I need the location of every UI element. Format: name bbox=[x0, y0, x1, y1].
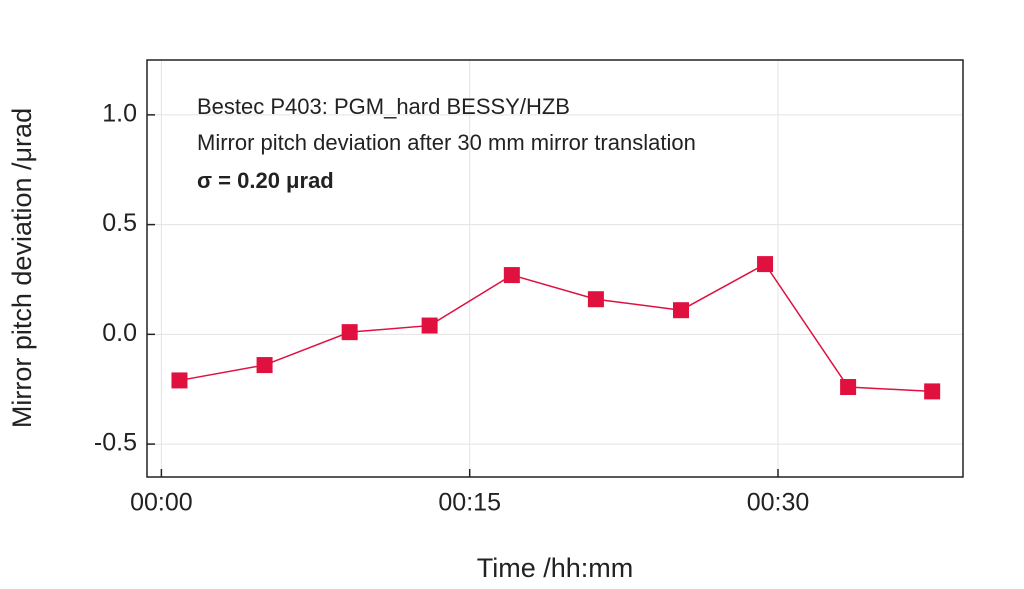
data-point bbox=[757, 256, 774, 273]
y-axis-label: Mirror pitch deviation /μrad bbox=[7, 108, 37, 428]
annotation: σ = 0.20 μrad bbox=[197, 168, 334, 193]
annotation: Bestec P403: PGM_hard BESSY/HZB bbox=[197, 94, 570, 119]
y-tick-label: 0.0 bbox=[102, 319, 137, 347]
data-point bbox=[171, 372, 188, 389]
x-tick-label: 00:30 bbox=[747, 489, 810, 517]
x-axis-label: Time /hh:mm bbox=[477, 553, 634, 583]
data-point bbox=[421, 317, 438, 334]
y-tick-label: 0.5 bbox=[102, 209, 137, 237]
y-tick-label: -0.5 bbox=[94, 429, 137, 457]
x-tick-label: 00:00 bbox=[130, 489, 193, 517]
data-point bbox=[672, 302, 689, 319]
plot-frame bbox=[146, 59, 964, 478]
data-point bbox=[341, 324, 358, 341]
data-point bbox=[924, 383, 941, 400]
x-tick-label: 00:15 bbox=[438, 489, 501, 517]
data-line bbox=[179, 263, 933, 393]
y-tick-label: 1.0 bbox=[102, 99, 137, 127]
data-point bbox=[587, 291, 604, 308]
data-point bbox=[503, 267, 520, 284]
annotation: Mirror pitch deviation after 30 mm mirro… bbox=[197, 130, 696, 155]
data-point bbox=[840, 379, 857, 396]
data-point bbox=[256, 357, 273, 374]
